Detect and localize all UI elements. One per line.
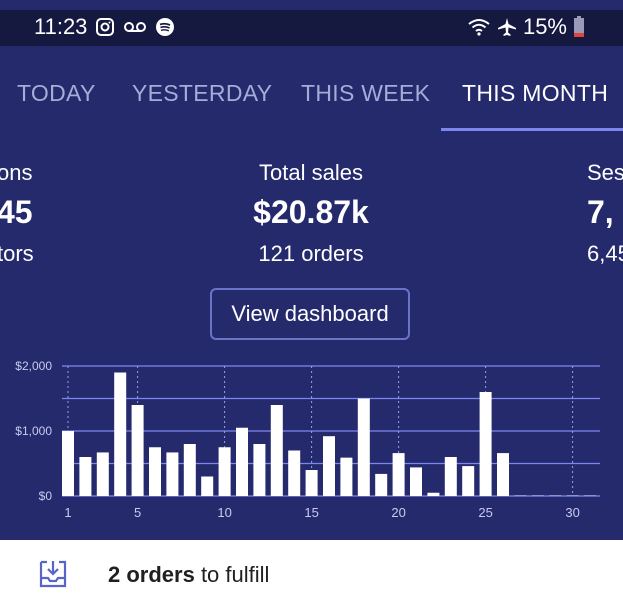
stat-sessions-value: 7,	[587, 194, 614, 230]
status-bar: 11:23 15%	[0, 10, 623, 46]
stat-total-sales-orders: 121 orders	[258, 241, 364, 266]
chart-bar	[410, 467, 422, 496]
x-tick-label: 15	[304, 505, 318, 520]
date-range-tabs: TODAY YESTERDAY THIS WEEK THIS MONTH	[0, 64, 623, 132]
sales-bar-chart: $0 $1,000 $2,000 1 5 10 15 20 25 30	[0, 350, 623, 530]
y-tick-label: $2,000	[15, 359, 52, 373]
x-tick-label: 20	[391, 505, 405, 520]
chart-bar	[462, 466, 475, 496]
chart-bar	[427, 492, 440, 496]
stat-left-label: ons	[0, 160, 33, 185]
orders-to-fulfill-text: 2 orders to fulfill	[108, 562, 269, 588]
tab-yesterday[interactable]: YESTERDAY	[132, 80, 273, 106]
tab-this-month[interactable]: THIS MONTH	[462, 80, 609, 106]
x-tick-label: 30	[565, 505, 579, 520]
chart-bar	[479, 392, 492, 496]
tab-this-week[interactable]: THIS WEEK	[301, 80, 431, 106]
y-tick-label: $0	[39, 489, 53, 503]
chart-bar	[62, 431, 74, 496]
chart-bar	[183, 444, 196, 496]
active-tab-indicator	[441, 128, 623, 131]
chart-bar	[340, 457, 353, 496]
wifi-icon	[467, 17, 491, 37]
chart-bar	[392, 453, 405, 496]
stat-left-value: 45	[0, 194, 33, 230]
chart-bar	[497, 453, 509, 496]
chart-bar	[218, 447, 231, 496]
voicemail-icon	[123, 19, 147, 35]
chart-bar	[149, 447, 161, 496]
chart-bar	[288, 450, 301, 496]
stat-total-sales-value: $20.87k	[253, 194, 369, 230]
chart-bar	[79, 457, 92, 496]
x-tick-label: 5	[134, 505, 141, 520]
chart-bar	[357, 398, 370, 496]
orders-to-fulfill-row[interactable]: 2 orders to fulfill	[0, 550, 623, 605]
stat-total-sales-label: Total sales	[259, 160, 363, 185]
dashboard-panel: 11:23 15%	[0, 0, 623, 540]
x-tick-label: 25	[478, 505, 492, 520]
chart-bar	[131, 405, 144, 496]
airplane-icon	[497, 17, 517, 37]
chart-bar	[270, 405, 283, 496]
chart-bar	[166, 452, 179, 496]
view-dashboard-button[interactable]: View dashboard	[210, 288, 410, 340]
download-tray-icon	[37, 558, 69, 590]
y-tick-label: $1,000	[15, 424, 52, 438]
status-time: 11:23	[34, 14, 88, 39]
battery-percent: 15%	[522, 14, 567, 39]
chart-bar	[375, 473, 388, 496]
chart-bar	[323, 436, 335, 496]
chart-bar	[236, 427, 248, 496]
x-tick-label: 10	[217, 505, 231, 520]
orders-count: 2 orders	[108, 562, 195, 587]
stat-sessions-sub: 6,45	[587, 241, 623, 266]
battery-low-icon	[573, 16, 585, 38]
chart-bar	[444, 457, 457, 496]
stat-sessions-label: Ses	[587, 160, 623, 185]
chart-bar	[114, 372, 127, 496]
fulfill-label: to fulfill	[194, 562, 270, 587]
chart-bar	[201, 476, 214, 496]
spotify-icon	[155, 17, 175, 37]
tab-today[interactable]: TODAY	[17, 80, 96, 106]
chart-bar	[96, 452, 109, 496]
x-tick-label: 1	[64, 505, 71, 520]
stats-carousel: ons 45 tors Total sales $20.87k 121 orde…	[0, 148, 623, 278]
chart-bar	[305, 470, 318, 496]
chart-bar	[253, 444, 266, 496]
stat-left-sub: tors	[0, 241, 34, 266]
instagram-icon	[95, 17, 115, 37]
